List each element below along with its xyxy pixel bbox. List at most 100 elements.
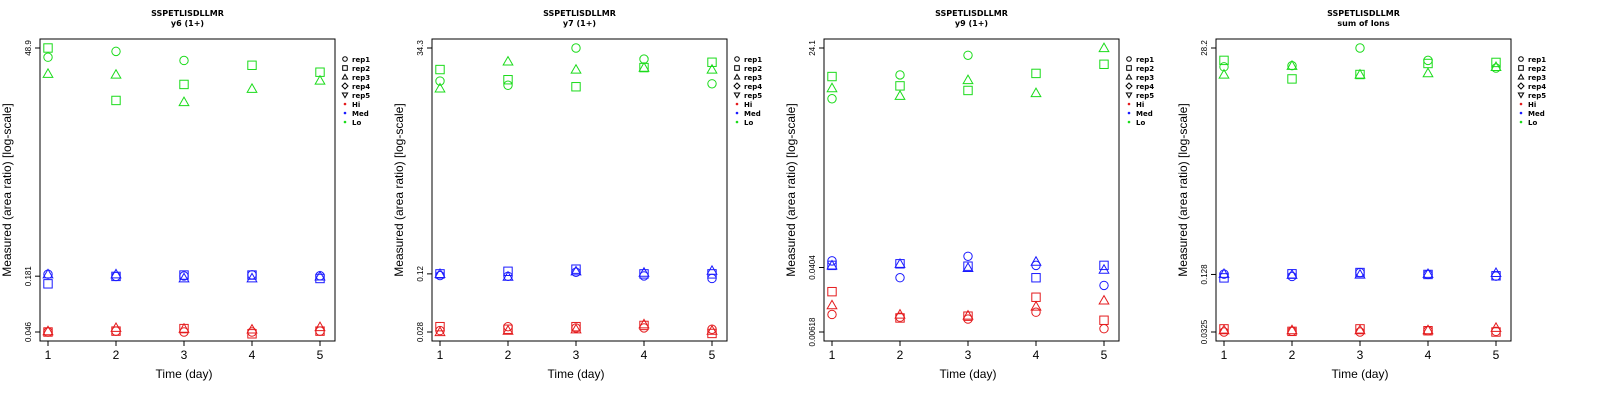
- legend-label-rep1: rep1: [1528, 56, 1546, 64]
- data-point-hi-rep3: [1422, 324, 1434, 335]
- data-point-lo-rep2: [1031, 68, 1041, 79]
- legend-dot-lo: [735, 120, 739, 124]
- data-point-med-rep2: [247, 270, 257, 280]
- legend-label-rep2: rep2: [1528, 65, 1546, 73]
- legend-dot-hi: [1127, 102, 1131, 106]
- data-point-lo-rep1: [1355, 43, 1365, 53]
- data-point-hi-rep1: [1219, 327, 1229, 337]
- y-axis-label: Measured (area ratio) [log-scale]: [0, 103, 14, 276]
- data-point-med-rep3: [1030, 255, 1042, 266]
- data-point-hi-rep3: [1490, 321, 1502, 332]
- legend-label-med: Med: [744, 110, 761, 118]
- legend-label-hi: Hi: [1136, 101, 1144, 109]
- data-point-hi-rep3: [1286, 324, 1298, 335]
- data-point-lo-rep2: [707, 57, 717, 67]
- data-point-med-rep3: [826, 259, 838, 270]
- data-point-hi-rep3: [1354, 324, 1366, 335]
- data-point-lo-rep1: [1219, 62, 1229, 72]
- data-point-med-rep3: [570, 265, 582, 276]
- data-point-lo-rep2: [827, 71, 837, 82]
- data-point-lo-rep3: [570, 63, 582, 74]
- chart-subtitle: sum of Ions: [1337, 19, 1390, 28]
- chart-title: SSPETLISDLLMR: [1327, 9, 1400, 18]
- x-axis-label: Time (day): [156, 367, 213, 381]
- chart-title: SSPETLISDLLMR: [151, 9, 224, 18]
- data-point-lo-rep3: [894, 89, 906, 100]
- data-point-hi-rep3: [178, 322, 190, 333]
- data-point-hi-rep3: [314, 321, 326, 332]
- data-point-lo-rep2: [963, 85, 973, 96]
- data-point-med-rep2: [1031, 273, 1041, 283]
- data-point-lo-rep2: [111, 95, 121, 106]
- data-point-lo-rep3: [42, 67, 54, 78]
- x-tick-label: 4: [641, 348, 648, 362]
- data-point-med-rep3: [314, 270, 326, 281]
- data-point-lo-rep2: [571, 82, 581, 92]
- legend-label-rep1: rep1: [1136, 56, 1154, 64]
- legend-label-rep4: rep4: [1528, 83, 1546, 91]
- legend-label-rep4: rep4: [352, 83, 370, 91]
- data-point-med-rep2: [963, 261, 973, 271]
- data-point-med-rep3: [1286, 268, 1298, 279]
- legend-label-rep3: rep3: [1528, 74, 1546, 82]
- plot-frame: [431, 38, 728, 342]
- x-tick-label: 2: [113, 348, 120, 362]
- legend-label-lo: Lo: [352, 119, 361, 127]
- data-point-lo-rep3: [314, 74, 326, 85]
- data-point-lo-rep1: [963, 50, 973, 60]
- data-point-hi-rep3: [962, 309, 974, 320]
- chart-title: SSPETLISDLLMR: [543, 9, 616, 18]
- y-tick-label: 0.12: [416, 266, 425, 282]
- legend-dot-med: [343, 111, 347, 115]
- legend-dot-med: [1127, 111, 1131, 115]
- data-point-hi-rep3: [502, 324, 514, 335]
- data-point-lo-rep1: [1423, 55, 1433, 66]
- data-point-med-rep2: [1423, 269, 1433, 280]
- data-point-med-rep2: [639, 269, 649, 279]
- data-point-hi-rep2: [571, 321, 581, 332]
- legend-dot-lo: [343, 120, 347, 124]
- x-tick-label: 2: [1289, 348, 1296, 362]
- data-point-lo-rep3: [1490, 61, 1502, 71]
- data-point-med-rep3: [1098, 263, 1110, 274]
- y-tick-label: 24.1: [808, 40, 817, 56]
- x-tick-label: 3: [181, 348, 188, 362]
- legend-marker-rep1: [1518, 56, 1524, 62]
- data-point-med-rep3: [502, 270, 514, 281]
- legend-marker-rep5: [341, 92, 349, 99]
- data-point-med-rep1: [1099, 280, 1109, 291]
- y-tick-label: 34.3: [416, 40, 425, 56]
- legend-dot-lo: [1127, 120, 1131, 124]
- data-point-lo-rep2: [179, 79, 189, 90]
- data-point-hi-rep3: [1098, 294, 1110, 305]
- legend-marker-rep4: [733, 82, 741, 90]
- legend-label-rep3: rep3: [352, 74, 370, 82]
- data-point-hi-rep1: [1031, 307, 1041, 317]
- data-point-lo-rep3: [1422, 67, 1434, 78]
- y-tick-label: 0.00618: [808, 317, 817, 346]
- legend-label-rep5: rep5: [352, 92, 370, 100]
- data-point-med-rep3: [962, 262, 974, 272]
- data-point-lo-rep3: [246, 82, 258, 93]
- data-point-hi-rep2: [1491, 327, 1501, 337]
- data-point-med-rep2: [43, 279, 53, 289]
- data-point-hi-rep3: [434, 326, 446, 337]
- data-point-hi-rep2: [639, 320, 649, 331]
- data-point-lo-rep1: [179, 55, 189, 66]
- legend-marker-rep1: [1126, 56, 1132, 62]
- data-point-hi-rep3: [42, 325, 54, 336]
- legend-marker-rep1: [734, 56, 740, 62]
- data-point-med-rep2: [1099, 260, 1109, 271]
- x-tick-label: 4: [1425, 348, 1432, 362]
- data-point-hi-rep2: [1099, 315, 1109, 325]
- data-point-hi-rep3: [826, 299, 838, 310]
- data-point-lo-rep3: [1098, 42, 1110, 53]
- x-axis-label: Time (day): [1332, 367, 1389, 381]
- data-point-hi-rep3: [570, 323, 582, 334]
- data-point-lo-rep1: [503, 80, 513, 90]
- x-tick-label: 3: [965, 348, 972, 362]
- data-point-hi-rep2: [963, 311, 973, 321]
- data-point-med-rep2: [179, 270, 189, 280]
